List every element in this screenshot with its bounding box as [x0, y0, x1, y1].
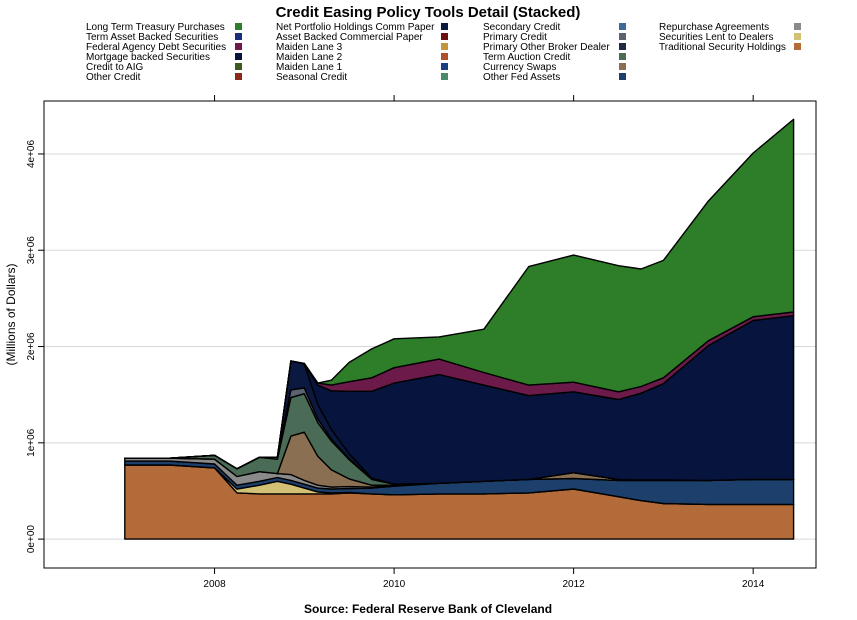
legend-label-net-portfolio-holdings-comm-paper: Net Portfolio Holdings Comm Paper — [276, 22, 435, 33]
y-tick-label-1: 1e+06 — [26, 428, 37, 457]
legend-label-other-credit: Other Credit — [86, 72, 141, 83]
legend-swatch-term-auction-credit — [619, 53, 626, 60]
legend-swatch-primary-credit — [619, 33, 626, 40]
legend-swatch-net-portfolio-holdings-comm-paper — [441, 23, 448, 30]
plot-frame — [43, 100, 817, 569]
legend-label-asset-backed-commercial-paper: Asset Backed Commercial Paper — [276, 32, 423, 43]
legend-label-traditional-security-holdings: Traditional Security Holdings — [659, 42, 786, 53]
legend-label-maiden-lane-3: Maiden Lane 3 — [276, 42, 343, 53]
legend-swatch-other-fed-assets — [619, 73, 626, 80]
legend-label-securities-lent-to-dealers: Securities Lent to Dealers — [659, 32, 774, 43]
legend-swatch-long-term-treasury-purchases — [235, 23, 242, 30]
legend-swatch-maiden-lane-3 — [441, 43, 448, 50]
legend-label-credit-to-aig: Credit to AIG — [86, 62, 143, 73]
legend-swatch-currency-swaps — [619, 63, 626, 70]
legend-swatch-term-asset-backed-securities — [235, 33, 242, 40]
y-tick-label-2: 2e+06 — [26, 332, 37, 361]
legend-label-term-asset-backed-securities: Term Asset Backed Securities — [86, 32, 218, 43]
legend-swatch-federal-agency-debt-securities — [235, 43, 242, 50]
legend-label-maiden-lane-2: Maiden Lane 2 — [276, 52, 343, 63]
legend-swatch-credit-to-aig — [235, 63, 242, 70]
legend-swatch-other-credit — [235, 73, 242, 80]
legend-label-mortgage-backed-securities: Mortgage backed Securities — [86, 52, 210, 63]
legend-label-term-auction-credit: Term Auction Credit — [483, 52, 570, 63]
source-label: Source: Federal Reserve Bank of Clevelan… — [304, 602, 552, 616]
x-tick-label-2: 2012 — [563, 579, 586, 590]
legend-swatch-traditional-security-holdings — [794, 43, 801, 50]
legend-label-other-fed-assets: Other Fed Assets — [483, 72, 560, 83]
legend-label-primary-credit: Primary Credit — [483, 32, 547, 43]
legend-swatch-maiden-lane-2 — [441, 53, 448, 60]
legend-label-primary-other-broker-dealer: Primary Other Broker Dealer — [483, 42, 610, 53]
area-long-term-treasury-purchases — [124, 118, 795, 470]
y-tick-label-3: 3e+06 — [26, 236, 37, 265]
legend-swatch-asset-backed-commercial-paper — [441, 33, 448, 40]
legend-label-secondary-credit: Secondary Credit — [483, 22, 560, 33]
legend-swatch-repurchase-agreements — [794, 23, 801, 30]
x-tick-label-0: 2008 — [203, 579, 226, 590]
chart-title: Credit Easing Policy Tools Detail (Stack… — [276, 4, 581, 21]
legend-label-repurchase-agreements: Repurchase Agreements — [659, 22, 769, 33]
legend-swatch-securities-lent-to-dealers — [794, 33, 801, 40]
x-tick-label-1: 2010 — [383, 579, 406, 590]
legend-swatch-seasonal-credit — [441, 73, 448, 80]
legend-swatch-secondary-credit — [619, 23, 626, 30]
legend-swatch-maiden-lane-1 — [441, 63, 448, 70]
legend-label-seasonal-credit: Seasonal Credit — [276, 72, 347, 83]
legend-swatch-mortgage-backed-securities — [235, 53, 242, 60]
y-axis-label: (Millions of Dollars) — [4, 263, 18, 365]
chart-axes: 2008 2010 2012 2014 0e+00 1e+06 2e+06 3e+06 4e+0… — [26, 95, 817, 590]
y-tick-label-0: 0e+00 — [26, 525, 37, 554]
legend-label-maiden-lane-1: Maiden Lane 1 — [276, 62, 343, 73]
legend-label-long-term-treasury-purchases: Long Term Treasury Purchases — [86, 22, 225, 33]
legend-label-currency-swaps: Currency Swaps — [483, 62, 556, 73]
legend-label-federal-agency-debt-securities: Federal Agency Debt Securities — [86, 42, 226, 53]
y-tick-label-4: 4e+06 — [26, 140, 37, 169]
plot-area — [44, 118, 816, 540]
legend-swatch-primary-other-broker-dealer — [619, 43, 626, 50]
x-tick-label-3: 2014 — [742, 579, 765, 590]
